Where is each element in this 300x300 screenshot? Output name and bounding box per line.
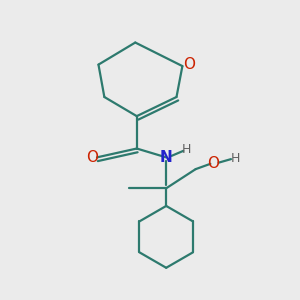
Text: O: O bbox=[86, 150, 98, 165]
Text: O: O bbox=[207, 156, 219, 171]
Text: O: O bbox=[183, 57, 195, 72]
Text: N: N bbox=[160, 150, 172, 165]
Text: H: H bbox=[231, 152, 240, 165]
Text: H: H bbox=[182, 143, 191, 157]
